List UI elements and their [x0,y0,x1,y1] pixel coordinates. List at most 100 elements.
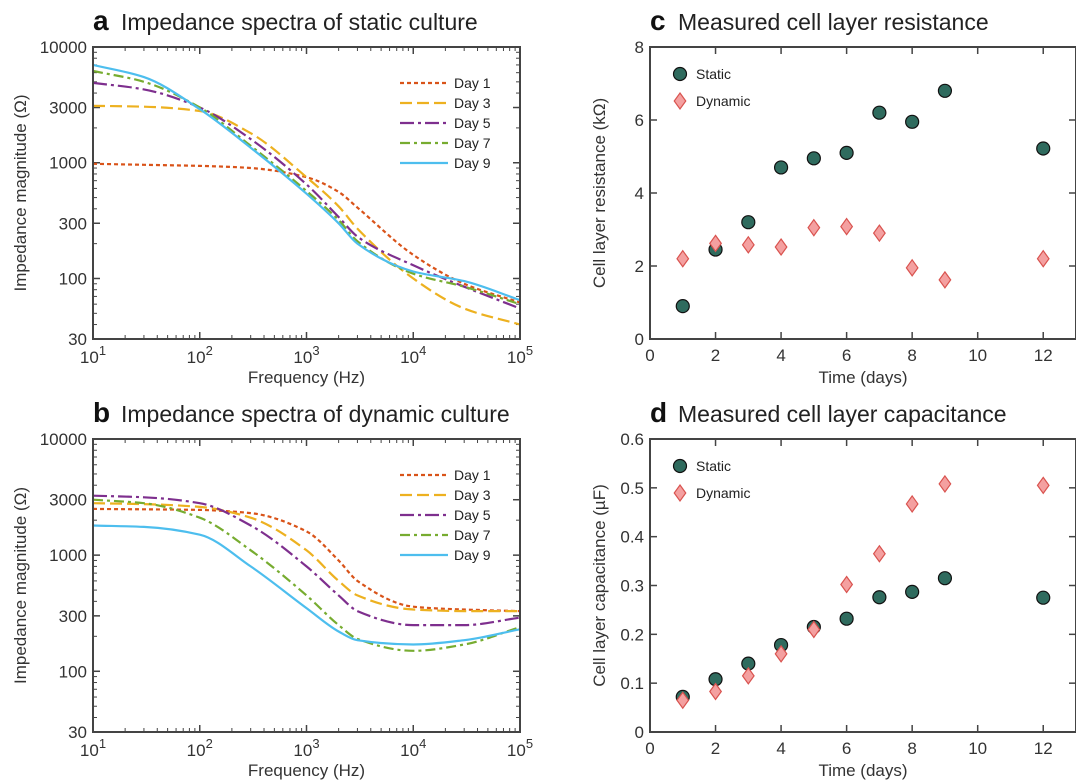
data-point-dynamic [840,575,854,594]
x-tick-exponent: 5 [526,343,533,358]
y-tick-label: 100 [59,662,87,681]
y-tick-label: 1000 [49,154,87,173]
legend-marker [673,483,687,503]
data-point-dynamic [709,682,723,701]
data-point-dynamic [741,235,755,254]
data-point-static [872,105,887,120]
x-tick-exponent: 3 [312,343,319,358]
series-line-day-7 [93,498,520,652]
x-tick-exponent: 1 [99,736,106,751]
y-tick-label: 0.3 [620,577,644,596]
legend-label: Dynamic [696,93,750,109]
x-tick-label: 103 [293,736,319,760]
legend-label: Day 3 [454,487,491,503]
y-tick-label: 3000 [49,99,87,118]
legend-label: Day 5 [454,115,491,131]
x-tick-label: 105 [507,343,533,367]
y-tick-label: 8 [635,38,644,57]
y-tick-label: 3000 [49,491,87,510]
y-tick-label: 0 [635,723,644,742]
series-line-day-5 [93,494,520,627]
x-tick-label: 6 [842,739,851,758]
legend-label: Day 1 [454,75,491,91]
y-tick-label: 0.4 [620,528,644,547]
x-tick-base: 10 [187,741,206,760]
x-tick-exponent: 5 [526,736,533,751]
x-tick-exponent: 4 [419,343,426,358]
data-point-dynamic [1036,249,1050,268]
plot-frame [92,438,521,733]
y-tick-label: 300 [59,607,87,626]
panel-title: Measured cell layer resistance [678,9,989,35]
x-tick-base: 10 [400,348,419,367]
series-line-day-3 [93,502,520,613]
legend-label: Day 5 [454,507,491,523]
data-point-dynamic [872,224,886,243]
data-point-static [937,571,953,586]
data-point-dynamic [1036,476,1050,495]
x-tick-label: 10 [968,739,987,758]
y-tick-label: 30 [68,330,87,349]
data-point-dynamic [872,544,886,563]
data-point-dynamic [676,691,690,710]
panel-letter: c [650,5,666,36]
data-point-static [937,83,953,98]
x-tick-label: 0 [645,739,654,758]
x-tick-label: 101 [80,343,106,367]
y-tick-label: 6 [635,111,644,130]
panel-title: Impedance spectra of dynamic culture [121,401,510,427]
x-tick-exponent: 3 [312,736,319,751]
data-point-static [905,114,920,129]
x-tick-label: 2 [711,739,720,758]
data-point-static [905,584,920,599]
legend-label: Day 7 [454,135,491,151]
series-line-day-7 [93,69,520,306]
series-line-day-9 [93,63,520,302]
legend-marker [672,458,688,474]
data-point-static [1036,141,1051,156]
plot-frame [92,46,521,340]
x-tick-label: 4 [776,346,785,365]
x-tick-exponent: 4 [419,736,426,751]
x-axis-label: Frequency (Hz) [248,368,365,387]
x-axis-label: Time (days) [818,761,907,780]
x-tick-base: 10 [80,741,99,760]
x-tick-label: 8 [907,346,916,365]
y-tick-label: 10000 [40,430,87,449]
x-tick-base: 10 [400,741,419,760]
x-tick-base: 10 [293,348,312,367]
legend-label: Day 9 [454,547,491,563]
x-tick-exponent: 2 [206,343,213,358]
x-tick-label: 4 [776,739,785,758]
y-tick-label: 1000 [49,546,87,565]
y-axis-label: Impedance magnitude (Ω) [11,95,30,292]
legend-label: Day 3 [454,95,491,111]
chart-panel-c: c Measured cell layer resistance 0 2 4 6 8 10 12… [590,5,1076,387]
y-tick-label: 300 [59,214,87,233]
y-axis-label: Cell layer resistance (kΩ) [590,98,609,288]
x-tick-label: 10 [968,346,987,365]
legend-label: Dynamic [696,485,750,501]
legend-label: Day 7 [454,527,491,543]
x-axis-label: Frequency (Hz) [248,761,365,780]
x-axis-label: Time (days) [818,368,907,387]
y-tick-label: 0.5 [620,479,644,498]
panel-title: Impedance spectra of static culture [121,9,478,35]
data-point-dynamic [938,270,952,289]
legend-label: Day 9 [454,155,491,171]
data-point-dynamic [741,666,755,685]
x-tick-label: 101 [80,736,106,760]
legend-marker [672,66,688,82]
data-point-dynamic [807,218,821,237]
x-tick-label: 12 [1034,739,1053,758]
series-line-day-3 [93,104,520,326]
data-point-dynamic [840,217,854,236]
y-tick-label: 0.2 [620,625,644,644]
data-point-static [1036,590,1051,605]
x-tick-label: 6 [842,346,851,365]
x-tick-label: 104 [400,736,426,760]
series-group [675,474,1051,710]
x-tick-label: 104 [400,343,426,367]
legend-marker [673,91,687,111]
